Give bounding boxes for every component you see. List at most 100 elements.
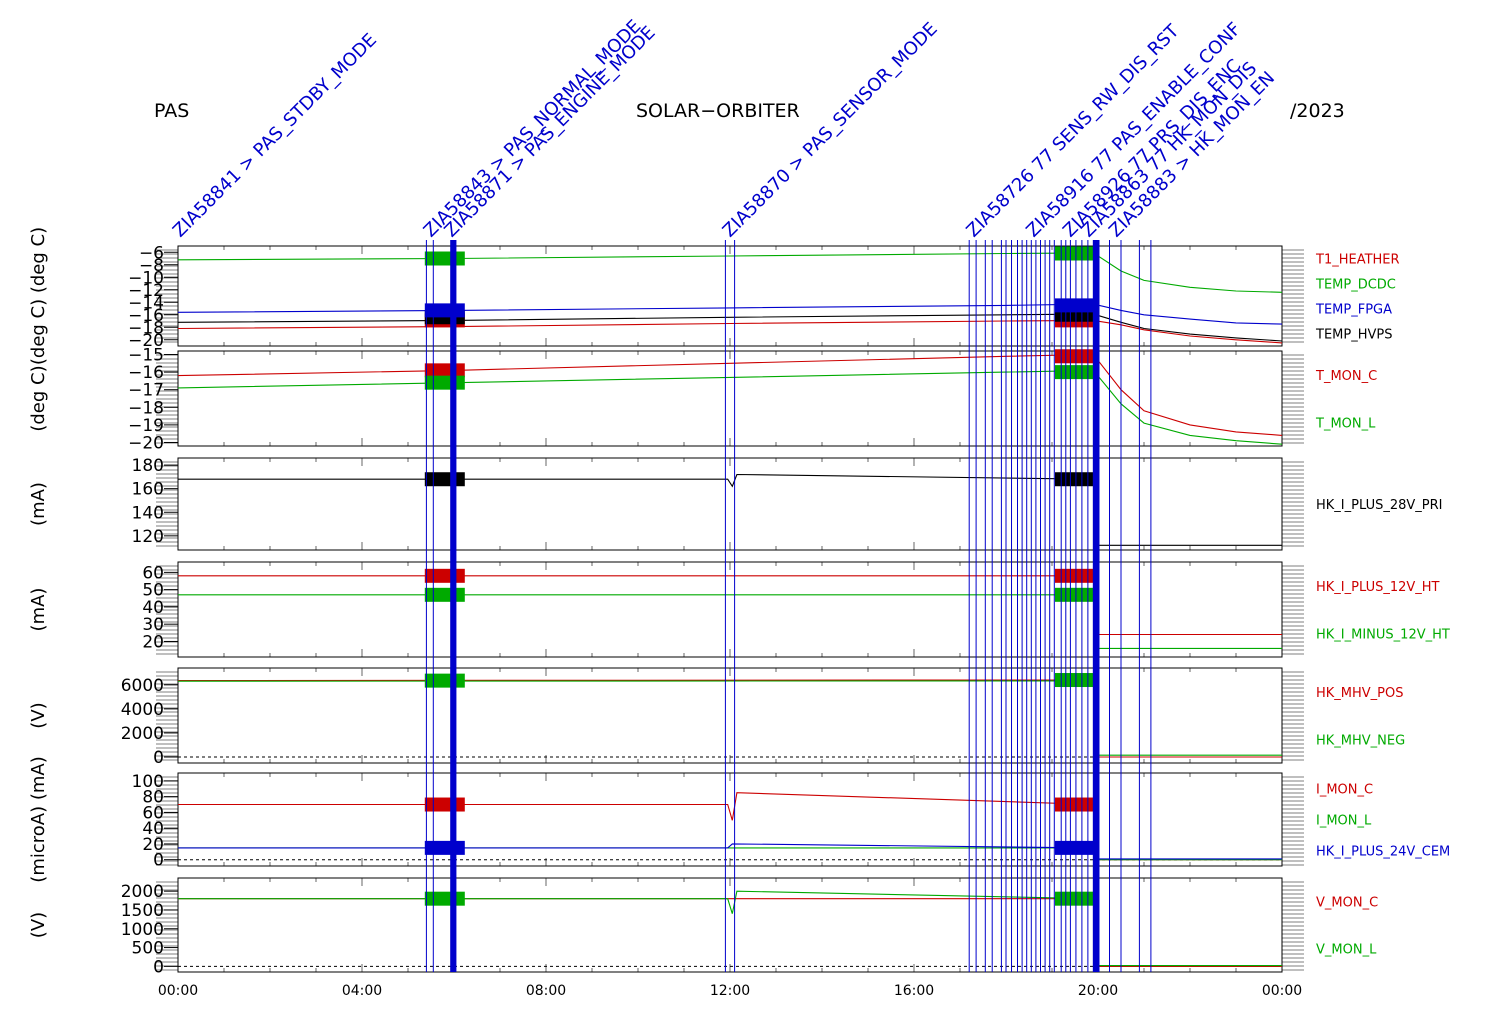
x-tick-label: 20:00 [1078, 983, 1118, 999]
command-marker [1055, 840, 1095, 855]
command-marker [1055, 246, 1095, 261]
series-line [178, 594, 1282, 649]
series-line [178, 847, 1282, 861]
command-marker [1055, 472, 1095, 487]
y-tick-label: 60 [142, 803, 164, 823]
legend-entry: I_MON_C [1316, 783, 1373, 798]
legend-entry: TEMP_DCDC [1315, 278, 1396, 293]
y-tick-label: −10 [128, 268, 164, 288]
command-marker [424, 363, 465, 378]
legend-entry: T_MON_C [1315, 369, 1377, 384]
series-line [178, 575, 1282, 636]
legend-entry: TEMP_FPGA [1315, 303, 1392, 318]
series-line [177, 252, 1283, 293]
legend-entry: HK_MHV_POS [1316, 686, 1404, 701]
y-tick-label: 140 [132, 503, 164, 523]
series-line [177, 319, 1283, 344]
command-marker [424, 251, 465, 266]
y-tick-label: 500 [132, 939, 164, 959]
y-tick-label: −12 [128, 281, 164, 301]
command-marker [1055, 891, 1095, 906]
command-marker [1055, 587, 1095, 602]
legend-entry: HK_MHV_NEG [1316, 733, 1405, 748]
series-line [177, 303, 1283, 325]
panel-frame [177, 667, 1283, 764]
event-label: ZIA58843 > PAS_NORMAL_MODE [420, 16, 646, 242]
series-line [177, 369, 1283, 445]
y-tick-label: −14 [128, 293, 164, 313]
y-tick-label: 6000 [121, 676, 164, 696]
command-marker [1055, 298, 1095, 313]
y-tick-label: 0 [153, 851, 164, 871]
y-tick-label: −16 [128, 363, 164, 383]
y-tick-label: −20 [128, 433, 164, 453]
event-label: ZIA58841 > PAS_STDBY_MODE [169, 30, 381, 242]
legend-entry: HK_I_PLUS_28V_PRI [1316, 498, 1442, 513]
legend-entry: TEMP_HVPS [1315, 328, 1392, 343]
command-marker [424, 303, 465, 318]
command-marker [424, 568, 465, 583]
y-axis-label: (deg C) [28, 365, 49, 431]
y-tick-label: 80 [142, 788, 164, 808]
panels: −6−8−10−12−14−16−18−20(deg C) (deg C) T1_… [28, 227, 1450, 977]
x-tick-label: 12:00 [710, 983, 750, 999]
y-tick-label: 180 [132, 456, 164, 476]
command-marker [424, 472, 465, 487]
y-tick-label: 100 [132, 772, 164, 792]
y-axis-label: (mA) [28, 482, 49, 526]
y-axis-label: (mA) [28, 588, 49, 632]
event-lines [425, 240, 1152, 972]
panel-frame [177, 877, 1283, 973]
date-title: /2023 [1290, 100, 1345, 122]
time-axis: 00:00 04:00 08:00 12:00 16:00 20:00 00:00 [158, 983, 1302, 999]
y-tick-label: −6 [139, 243, 164, 263]
y-tick-label: −20 [128, 331, 164, 351]
y-tick-label: 30 [142, 615, 164, 635]
y-axis-label: (V) [28, 912, 49, 938]
y-tick-label: −15 [128, 346, 164, 366]
y-tick-label: 60 [142, 563, 164, 583]
command-marker [1055, 365, 1095, 380]
y-tick-label: −18 [128, 318, 164, 338]
y-tick-label: 4000 [121, 700, 164, 720]
panel-3: 180 160 140 120 (mA) HK_I_PLUS_28V_PRI [28, 456, 1442, 551]
y-axis-label: (deg C) (deg C) [28, 227, 49, 365]
legend-entry: T_MON_L [1315, 416, 1376, 431]
legend-entry: HK_I_PLUS_12V_HT [1316, 580, 1440, 595]
y-tick-label: 0 [153, 748, 164, 768]
panel-frame [177, 245, 1283, 347]
series-line [178, 792, 1282, 861]
y-tick-label: 20 [142, 835, 164, 855]
command-marker [1055, 797, 1095, 812]
legend-entry: HK_I_MINUS_12V_HT [1316, 627, 1450, 642]
y-tick-label: 20 [142, 632, 164, 652]
y-axis-label: (microA) (mA) [28, 756, 49, 882]
x-tick-label: 08:00 [526, 983, 566, 999]
y-tick-label: 40 [142, 819, 164, 839]
panel-5: 6000 4000 2000 0 (V) HK_MHV_POS HK_MHV_NEG [28, 667, 1405, 768]
series-line [178, 473, 1282, 546]
legend-entry: I_MON_L [1316, 814, 1372, 829]
command-marker [424, 797, 465, 812]
legend-entry: V_MON_L [1316, 943, 1377, 958]
command-marker [424, 840, 465, 855]
y-tick-label: 0 [153, 957, 164, 977]
y-tick-label: −19 [128, 416, 164, 436]
y-tick-label: −16 [128, 306, 164, 326]
series-line [178, 843, 1282, 860]
y-tick-label: 1500 [121, 901, 164, 921]
event-label: ZIA58870 > PAS_SENSOR_MODE [719, 18, 942, 241]
panel-1: −6−8−10−12−14−16−18−20 (deg C) (deg C) T1_… [28, 227, 1400, 365]
mission-title: SOLAR−ORBITER [636, 100, 800, 122]
y-tick-label: 120 [132, 527, 164, 547]
series-line [177, 353, 1283, 436]
y-tick-label: −8 [139, 256, 164, 276]
y-tick-label: 40 [142, 598, 164, 618]
event-labels: ZIA58841 > PAS_STDBY_MODE ZIA58843 > PAS_… [169, 16, 1279, 242]
panel-frame [177, 772, 1283, 867]
command-marker [424, 891, 465, 906]
